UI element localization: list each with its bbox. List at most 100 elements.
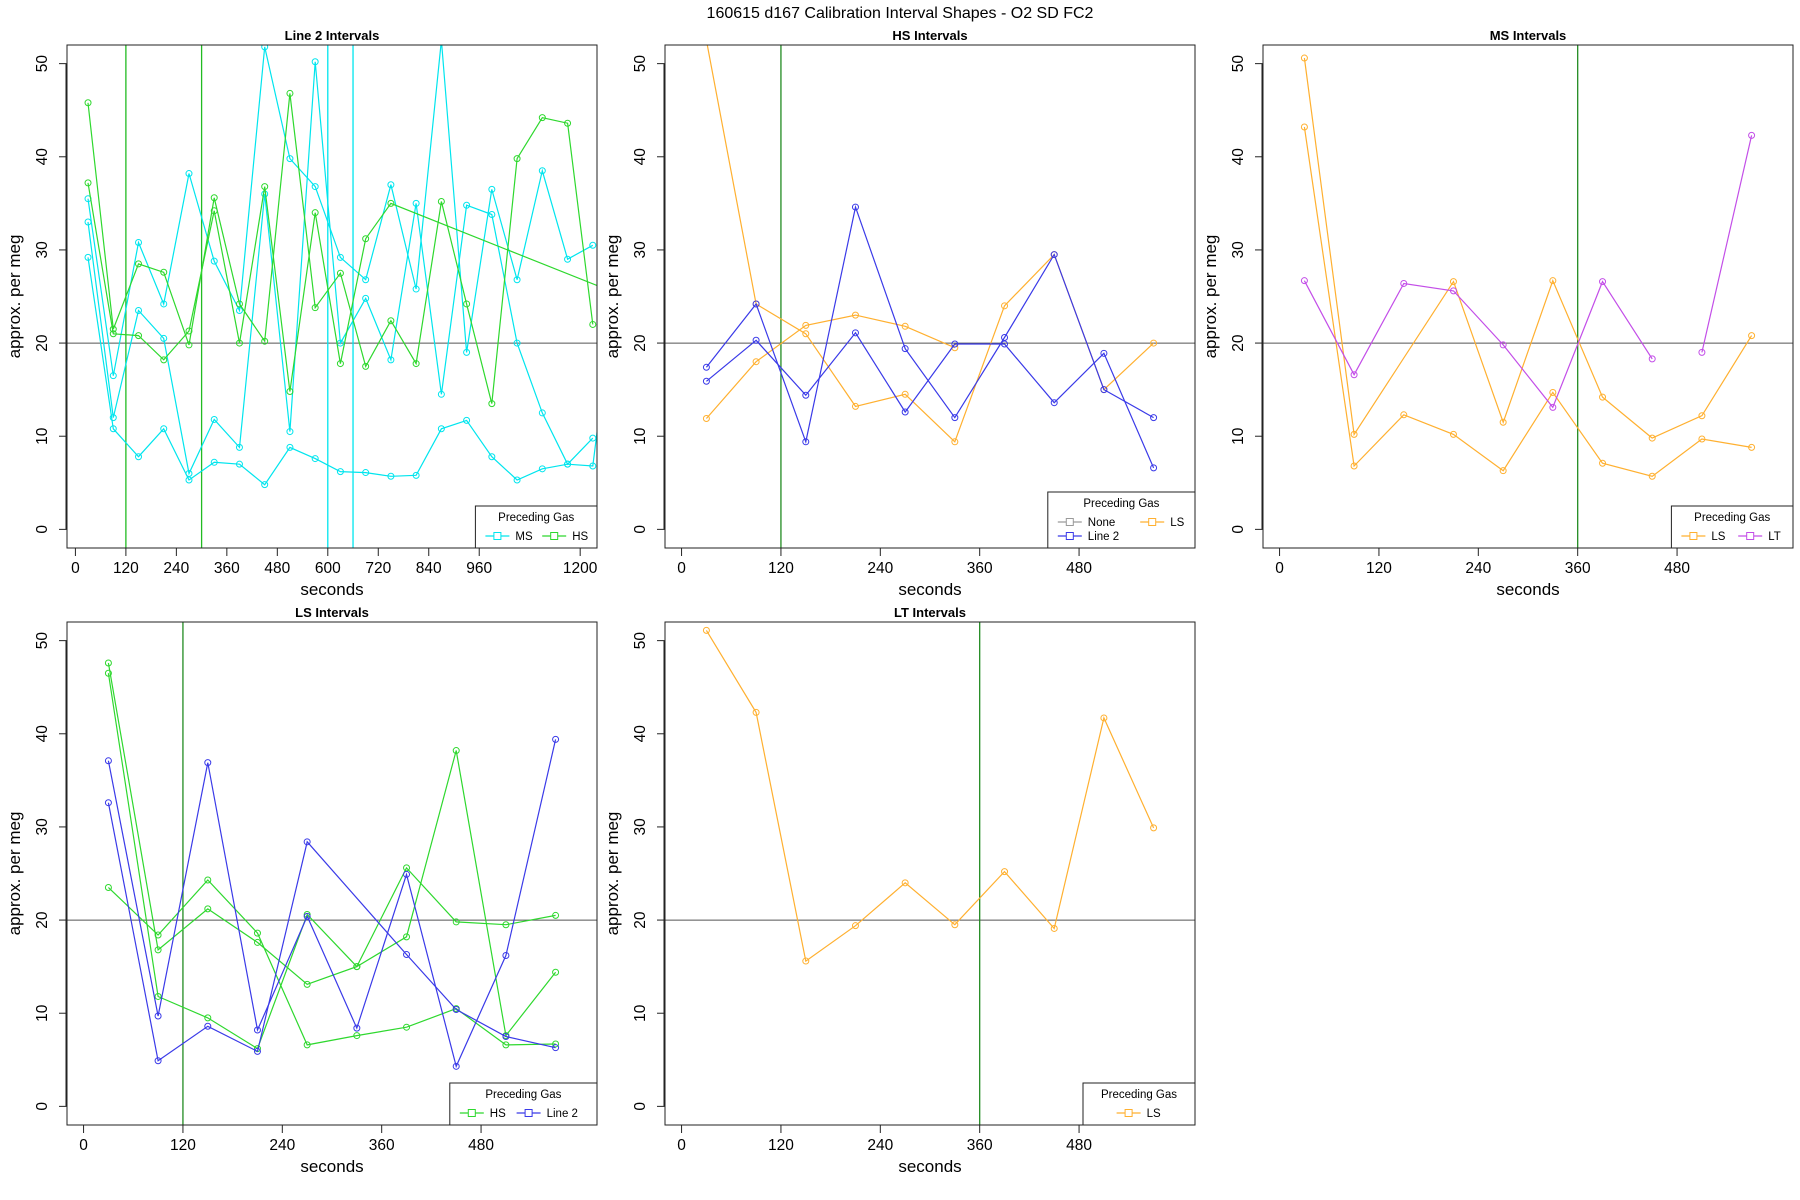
data-point (185, 170, 193, 178)
y-tick-label: 30 (632, 241, 649, 259)
y-tick-label: 0 (632, 1102, 649, 1111)
legend-swatch-marker (1746, 532, 1755, 540)
data-point (387, 472, 395, 480)
legend-swatch-marker (1148, 518, 1157, 526)
data-point (851, 311, 859, 319)
data-point (538, 114, 546, 122)
data-point (1549, 403, 1557, 411)
legend-title: Preceding Gas (485, 1089, 561, 1101)
series-line-line-2 (705, 204, 1154, 444)
x-axis-label: seconds (898, 1157, 961, 1176)
data-point (1648, 434, 1656, 442)
x-tick-label: 120 (1366, 560, 1392, 577)
data-point (1549, 388, 1557, 396)
data-point (154, 1012, 162, 1020)
data-point (1050, 251, 1058, 259)
data-point (901, 879, 909, 887)
chart-panel-5: LT Intervals 0 10 20 30 40 50 0 120 240 360 480 seco… (603, 605, 1196, 1176)
data-point (538, 409, 546, 417)
data-point (552, 1044, 560, 1052)
x-tick-label: 240 (867, 1137, 893, 1154)
data-point (311, 209, 319, 217)
data-point (463, 201, 471, 209)
data-point (513, 155, 521, 163)
series-line-hs (107, 673, 557, 1050)
data-point (1599, 459, 1607, 467)
x-tick-label: 0 (1275, 560, 1284, 577)
data-point (702, 415, 710, 423)
y-tick-label: 20 (632, 334, 649, 352)
y-tick-label: 30 (1230, 241, 1247, 259)
legend: Preceding Gas HS Line 2 (449, 1082, 598, 1126)
y-tick-label: 50 (632, 55, 649, 73)
y-axis: 0 10 20 30 40 50 (632, 55, 665, 534)
data-point (552, 911, 560, 919)
chart-panel-4: LS Intervals 0 10 20 30 40 50 0 120 240 360 480 seco… (5, 605, 598, 1176)
data-point (802, 438, 810, 446)
data-point (403, 864, 411, 872)
series-line-hs (87, 93, 594, 404)
legend-entry-label: None (1088, 517, 1116, 529)
data-point (303, 1041, 311, 1049)
chart-panel-3: MS Intervals 0 10 20 30 40 50 0 120 240 360 480 seco… (1201, 28, 1794, 599)
y-tick-label: 20 (1230, 334, 1247, 352)
legend-title: Preceding Gas (1083, 498, 1159, 510)
data-point (1400, 279, 1408, 287)
data-point (1698, 435, 1706, 443)
data-point (452, 1005, 460, 1013)
legend-title: Preceding Gas (1694, 512, 1770, 524)
data-point (513, 476, 521, 484)
data-point (437, 197, 445, 205)
chart-title: MS Intervals (1490, 28, 1567, 43)
data-point (353, 1032, 361, 1040)
y-axis-label: approx. per meg (5, 812, 24, 936)
data-point (210, 194, 218, 202)
x-tick-label: 120 (170, 1137, 196, 1154)
data-point (502, 921, 510, 929)
data-point (1001, 868, 1009, 876)
legend-entry-label: HS (490, 1108, 506, 1120)
data-point (452, 1062, 460, 1070)
plot-area (1263, 45, 1793, 548)
data-point (135, 453, 143, 461)
data-point (160, 425, 168, 433)
data-point (109, 330, 117, 338)
data-point (1449, 430, 1457, 438)
data-point (463, 348, 471, 356)
chart-title: LT Intervals (894, 605, 966, 620)
data-point (1599, 278, 1607, 286)
y-tick-label: 10 (632, 427, 649, 445)
data-point (286, 443, 294, 451)
data-point (1499, 341, 1507, 349)
x-tick-label: 120 (768, 1137, 794, 1154)
x-tick-label: 120 (113, 560, 139, 577)
y-tick-label: 0 (34, 525, 51, 534)
x-tick-label: 240 (163, 560, 189, 577)
data-point (1001, 340, 1009, 348)
data-point (261, 337, 269, 345)
y-tick-label: 40 (632, 148, 649, 166)
legend-swatch-marker (1689, 532, 1698, 540)
data-point (1300, 123, 1308, 131)
y-tick-label: 50 (34, 55, 51, 73)
data-point (437, 390, 445, 398)
data-point (851, 402, 859, 410)
y-tick-label: 30 (34, 241, 51, 259)
data-point (598, 396, 604, 402)
data-point (752, 336, 760, 344)
data-point (235, 460, 243, 468)
data-point (253, 929, 261, 937)
data-point (1150, 339, 1158, 347)
data-point (253, 1047, 261, 1055)
x-tick-label: 0 (79, 1137, 88, 1154)
data-point (1648, 355, 1656, 363)
data-point (538, 167, 546, 175)
legend: Preceding Gas None Line 2 LS (1047, 491, 1196, 549)
data-point (204, 905, 212, 913)
x-tick-label: 360 (967, 560, 993, 577)
data-point (336, 253, 344, 261)
legend-entry-label: LS (1711, 531, 1725, 543)
data-point (154, 1057, 162, 1065)
legend-swatch-marker (550, 532, 559, 540)
